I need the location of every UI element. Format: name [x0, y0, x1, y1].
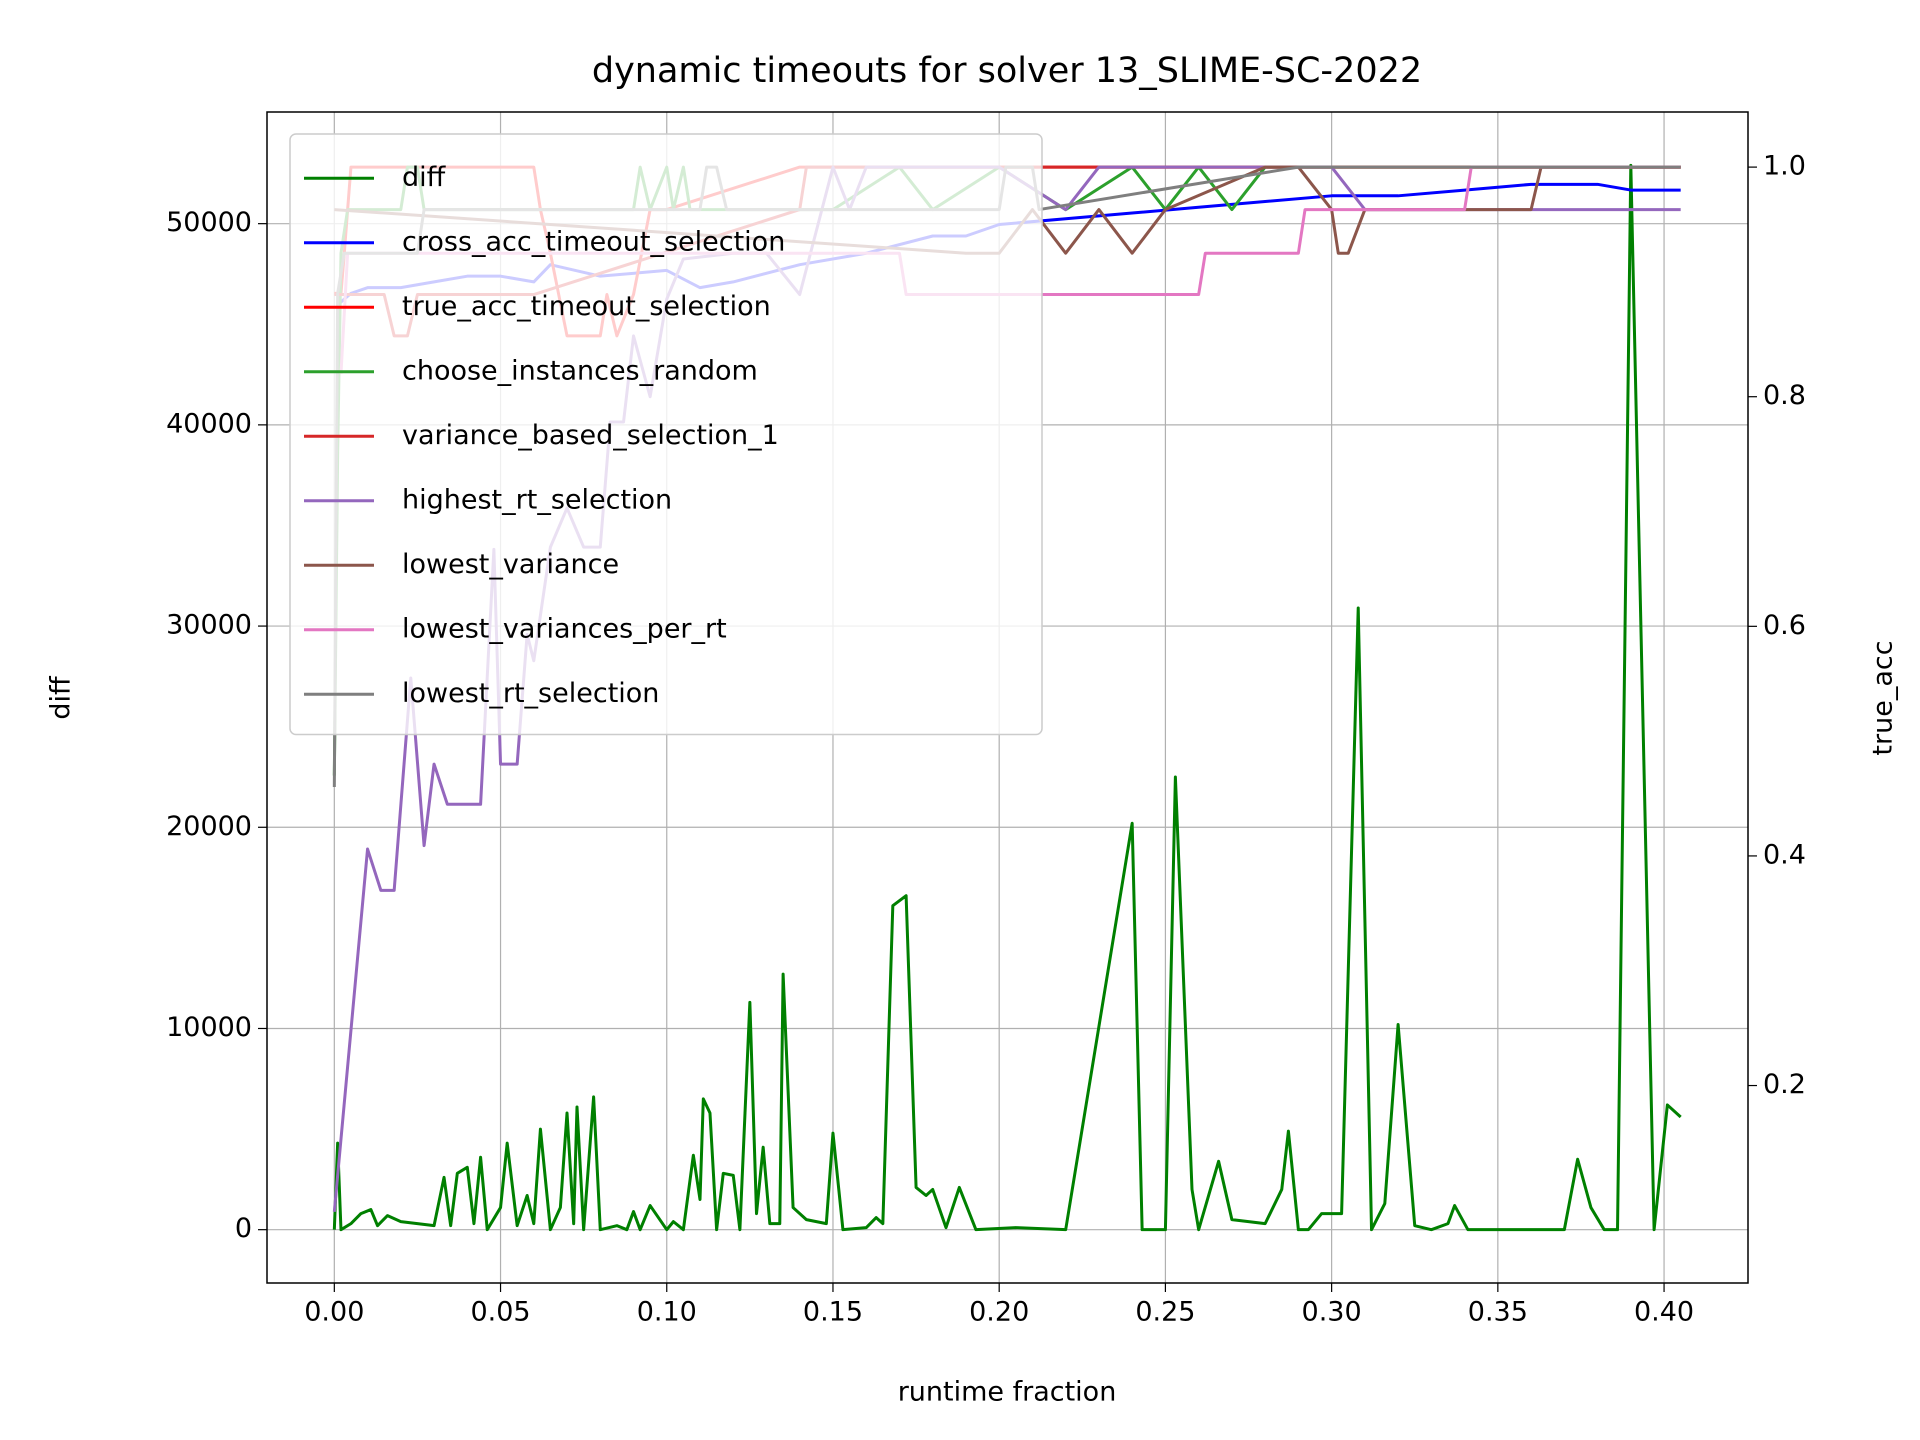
legend-label: lowest_rt_selection [402, 678, 659, 709]
y-tick-label: 20000 [166, 811, 252, 842]
series-line [332, 163, 1682, 1232]
y-tick-label: 0 [235, 1213, 252, 1244]
y2-tick-label: 0.8 [1763, 380, 1806, 411]
legend-label: diff [402, 162, 447, 193]
x-tick-label: 0.40 [1634, 1297, 1694, 1328]
legend-label: lowest_variances_per_rt [402, 613, 727, 644]
y2-tick-label: 0.2 [1763, 1069, 1806, 1100]
x-tick-label: 0.25 [1135, 1297, 1195, 1328]
x-tick-label: 0.30 [1302, 1297, 1362, 1328]
x-tick-label: 0.10 [637, 1297, 697, 1328]
x-tick-label: 0.35 [1468, 1297, 1528, 1328]
legend-label: choose_instances_random [402, 355, 758, 386]
legend-label: highest_rt_selection [402, 484, 672, 515]
y-tick-label: 40000 [166, 408, 252, 439]
x-tick-label: 0.15 [803, 1297, 863, 1328]
y2-tick-label: 0.6 [1763, 610, 1806, 641]
legend-box [289, 133, 1043, 736]
y2-tick-label: 1.0 [1763, 151, 1806, 182]
y2-axis-label: true_acc [1868, 640, 1899, 755]
x-axis-label: runtime fraction [898, 1377, 1117, 1408]
plot-frame [266, 111, 1749, 1284]
y-tick-label: 10000 [166, 1012, 252, 1043]
legend-label: lowest_variance [402, 549, 619, 580]
x-tick-label: 0.20 [969, 1297, 1029, 1328]
x-tick-label: 0.05 [470, 1297, 530, 1328]
legend-label: cross_acc_timeout_selection [402, 226, 785, 257]
legend: diff cross_acc_timeout_selection true_acc_… [289, 133, 1043, 736]
chart-title: dynamic timeouts for solver 13_SLIME-SC-… [592, 51, 1422, 91]
legend-label: variance_based_selection_1 [402, 420, 779, 451]
x-tick-label: 0.00 [304, 1297, 364, 1328]
legend-label: true_acc_timeout_selection [402, 291, 771, 322]
y2-tick-label: 0.4 [1763, 839, 1806, 870]
y-tick-label: 30000 [166, 610, 252, 641]
y-tick-label: 50000 [166, 207, 252, 238]
y-axis-label: diff [46, 675, 77, 720]
